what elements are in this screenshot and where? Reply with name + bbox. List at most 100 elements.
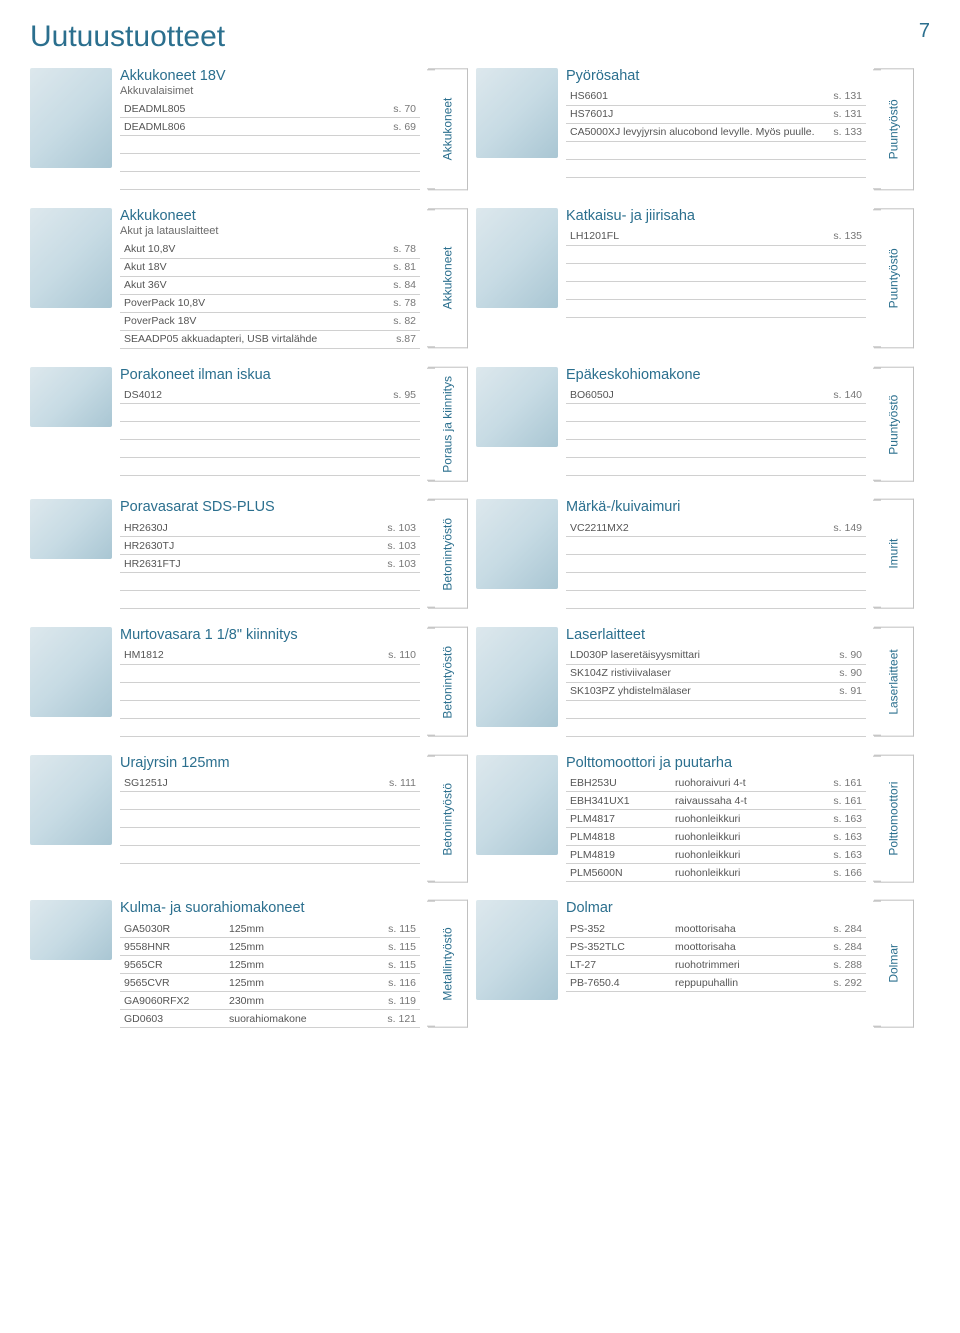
cell-page: s. 103	[311, 555, 420, 573]
block-title: Akkukoneet 18VAkkuvalaisimet	[120, 68, 420, 97]
cell-code: HR2630J	[120, 519, 311, 537]
cell-page: s. 149	[760, 519, 866, 537]
cell-page: s. 103	[311, 537, 420, 555]
cell-page: s. 82	[380, 312, 420, 330]
table-row: PLM4819ruohonleikkuris. 163	[566, 846, 866, 864]
block-title: Pyörösahat	[566, 68, 866, 85]
table-row-empty	[120, 458, 420, 476]
cell-page: s. 119	[362, 992, 420, 1010]
items-table: DEADML805s. 70DEADML806s. 69	[120, 100, 420, 190]
table-row: HR2631FTJs. 103	[120, 555, 420, 573]
product-image	[30, 68, 112, 168]
table-row: 9565CR125mms. 115	[120, 956, 420, 974]
cell-page: s. 115	[362, 956, 420, 974]
cell-desc: 125mm	[225, 974, 362, 992]
items-table: EBH253Uruohoraivuri 4-ts. 161EBH341UX1ra…	[566, 774, 866, 882]
product-block: Pyörösahat HS6601s. 131HS7601Js. 131CA500…	[566, 68, 866, 178]
block-subtitle: Akut ja latauslaitteet	[120, 225, 420, 238]
table-row: HS6601s. 131	[566, 88, 866, 106]
cell-page: s. 131	[828, 88, 866, 106]
table-row-empty	[566, 422, 866, 440]
product-block: Murtovasara 1 1/8" kiinnitysHM1812s. 110	[120, 627, 420, 737]
cell-code: LH1201FL	[566, 228, 749, 246]
cell-desc: ruohonleikkuri	[671, 828, 805, 846]
table-row-empty	[120, 154, 420, 172]
table-row: CA5000XJ levyjyrsin alucobond levylle. M…	[566, 123, 866, 141]
category-tab: Puuntyöstö	[874, 208, 914, 348]
cell-code: SEAADP05 akkuadapteri, USB virtalähde	[120, 330, 380, 348]
cell-code: 9558HNR	[120, 938, 225, 956]
product-block: Kulma- ja suorahiomakoneet GA5030R125mms.…	[120, 900, 420, 1028]
product-block: LaserlaitteetLD030P laseretäisyysmittari…	[566, 627, 866, 737]
cell-desc: ruohoraivuri 4-t	[671, 774, 805, 792]
items-table: BO6050Js. 140	[566, 386, 866, 476]
table-row-empty	[120, 573, 420, 591]
cell-desc: reppupuhallin	[671, 974, 801, 992]
table-row: PoverPack 10,8Vs. 78	[120, 294, 420, 312]
cell-page: s. 90	[811, 664, 866, 682]
cell-code: BO6050J	[566, 386, 742, 404]
table-row-empty	[566, 718, 866, 736]
product-block: AkkukoneetAkut ja latauslaitteet Akut 10,…	[120, 208, 420, 348]
cell-desc: suorahiomakone	[225, 1010, 362, 1028]
table-row-empty	[120, 718, 420, 736]
table-row: DEADML805s. 70	[120, 100, 420, 118]
cell-code: PS-352	[566, 920, 671, 938]
table-row: PB-7650.4reppupuhallins. 292	[566, 974, 866, 992]
block-title: Polttomoottori ja puutarha	[566, 755, 866, 772]
table-row-empty	[120, 810, 420, 828]
items-table: HR2630Js. 103HR2630TJs. 103HR2631FTJs. 1…	[120, 519, 420, 609]
cell-code: PB-7650.4	[566, 974, 671, 992]
product-block: Katkaisu- ja jiirisahaLH1201FLs. 135	[566, 208, 866, 318]
table-row: PoverPack 18Vs. 82	[120, 312, 420, 330]
block-title: Urajyrsin 125mm	[120, 755, 420, 772]
table-row: 9558HNR125mms. 115	[120, 938, 420, 956]
cell-code: GD0603	[120, 1010, 225, 1028]
block-subtitle: Akkuvalaisimet	[120, 85, 420, 98]
cell-code: PLM4818	[566, 828, 671, 846]
product-image	[476, 900, 558, 1000]
category-tab: Dolmar	[874, 900, 914, 1028]
items-table: HS6601s. 131HS7601Js. 131CA5000XJ levyjy…	[566, 88, 866, 178]
table-row: PS-352TLCmoottorisahas. 284	[566, 938, 866, 956]
table-row-empty	[120, 846, 420, 864]
table-row: 9565CVR125mms. 116	[120, 974, 420, 992]
block-title: Murtovasara 1 1/8" kiinnitys	[120, 627, 420, 644]
cell-page: s. 115	[362, 920, 420, 938]
cell-page: s. 161	[805, 792, 866, 810]
cell-code: 9565CVR	[120, 974, 225, 992]
product-image	[30, 499, 112, 559]
category-tab: Betonintyöstö	[428, 499, 468, 609]
cell-page: s. 135	[749, 228, 866, 246]
block-title: AkkukoneetAkut ja latauslaitteet	[120, 208, 420, 237]
cell-page: s. 133	[828, 123, 866, 141]
block-title: Dolmar	[566, 900, 866, 917]
product-image	[30, 755, 112, 845]
cell-code: HS6601	[566, 88, 828, 106]
cell-page: s. 115	[362, 938, 420, 956]
table-row: GD0603suorahiomakones. 121	[120, 1010, 420, 1028]
table-row-empty	[566, 537, 866, 555]
table-row-empty	[566, 141, 866, 159]
table-row-empty	[566, 591, 866, 609]
cell-code: Akut 36V	[120, 276, 380, 294]
cell-page: s. 140	[742, 386, 866, 404]
items-table: DS4012s. 95	[120, 386, 420, 476]
table-row: Akut 10,8Vs. 78	[120, 241, 420, 259]
block-title: Kulma- ja suorahiomakoneet	[120, 900, 420, 917]
cell-page: s. 111	[299, 774, 420, 792]
table-row: PLM4817ruohonleikkuris. 163	[566, 810, 866, 828]
table-row: SG1251Js. 111	[120, 774, 420, 792]
table-row: GA9060RFX2230mms. 119	[120, 992, 420, 1010]
cell-desc: 125mm	[225, 920, 362, 938]
cell-code: HM1812	[120, 647, 291, 665]
cell-code: VC2211MX2	[566, 519, 760, 537]
table-row: Akut 18Vs. 81	[120, 258, 420, 276]
table-row-empty	[120, 828, 420, 846]
items-table: PS-352moottorisahas. 284PS-352TLCmoottor…	[566, 920, 866, 992]
table-row-empty	[120, 591, 420, 609]
table-row: PS-352moottorisahas. 284	[566, 920, 866, 938]
table-row: GA5030R125mms. 115	[120, 920, 420, 938]
table-row-empty	[120, 700, 420, 718]
table-row: HR2630TJs. 103	[120, 537, 420, 555]
